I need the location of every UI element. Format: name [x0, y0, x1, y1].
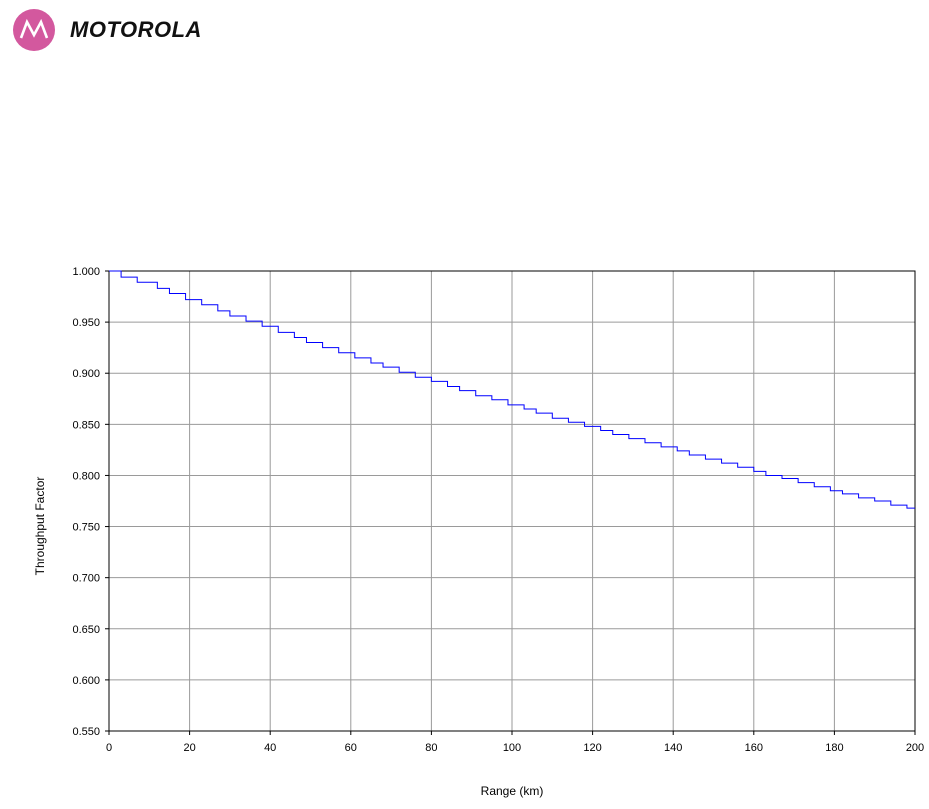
x-tick-label: 200 — [906, 742, 924, 754]
y-tick-label: 0.650 — [72, 624, 100, 636]
x-tick-label: 20 — [183, 742, 195, 754]
header-logo: MOTOROLA — [12, 8, 202, 52]
series-line — [109, 270, 915, 509]
x-tick-label: 100 — [503, 742, 521, 754]
x-tick-label: 40 — [264, 742, 276, 754]
motorola-batwing-icon — [13, 9, 55, 51]
brand-name: MOTOROLA — [70, 17, 202, 42]
x-axis-title: Range (km) — [481, 784, 544, 798]
x-tick-label: 120 — [583, 742, 601, 754]
x-tick-label: 0 — [106, 742, 112, 754]
x-tick-label: 60 — [345, 742, 357, 754]
y-tick-label: 0.550 — [72, 726, 100, 738]
x-tick-label: 80 — [425, 742, 437, 754]
y-axis: 0.550 0.600 0.650 0.700 0.750 0.800 0.850 0.900… — [72, 266, 109, 738]
x-tick-label: 160 — [745, 742, 763, 754]
y-tick-label: 0.700 — [72, 573, 100, 585]
x-tick-label: 180 — [825, 742, 843, 754]
x-axis: 0 20 40 60 80 100 120 140 160 180 200 — [106, 731, 924, 754]
y-tick-label: 0.800 — [72, 470, 100, 482]
y-axis-title: Throughput Factor — [33, 477, 47, 576]
y-tick-label: 1.000 — [72, 266, 100, 278]
y-tick-label: 0.950 — [72, 317, 100, 329]
y-tick-label: 0.850 — [72, 419, 100, 431]
y-tick-label: 0.600 — [72, 675, 100, 687]
x-tick-label: 140 — [664, 742, 682, 754]
grid — [108, 270, 916, 732]
y-tick-label: 0.900 — [72, 368, 100, 380]
y-tick-label: 0.750 — [72, 522, 100, 534]
